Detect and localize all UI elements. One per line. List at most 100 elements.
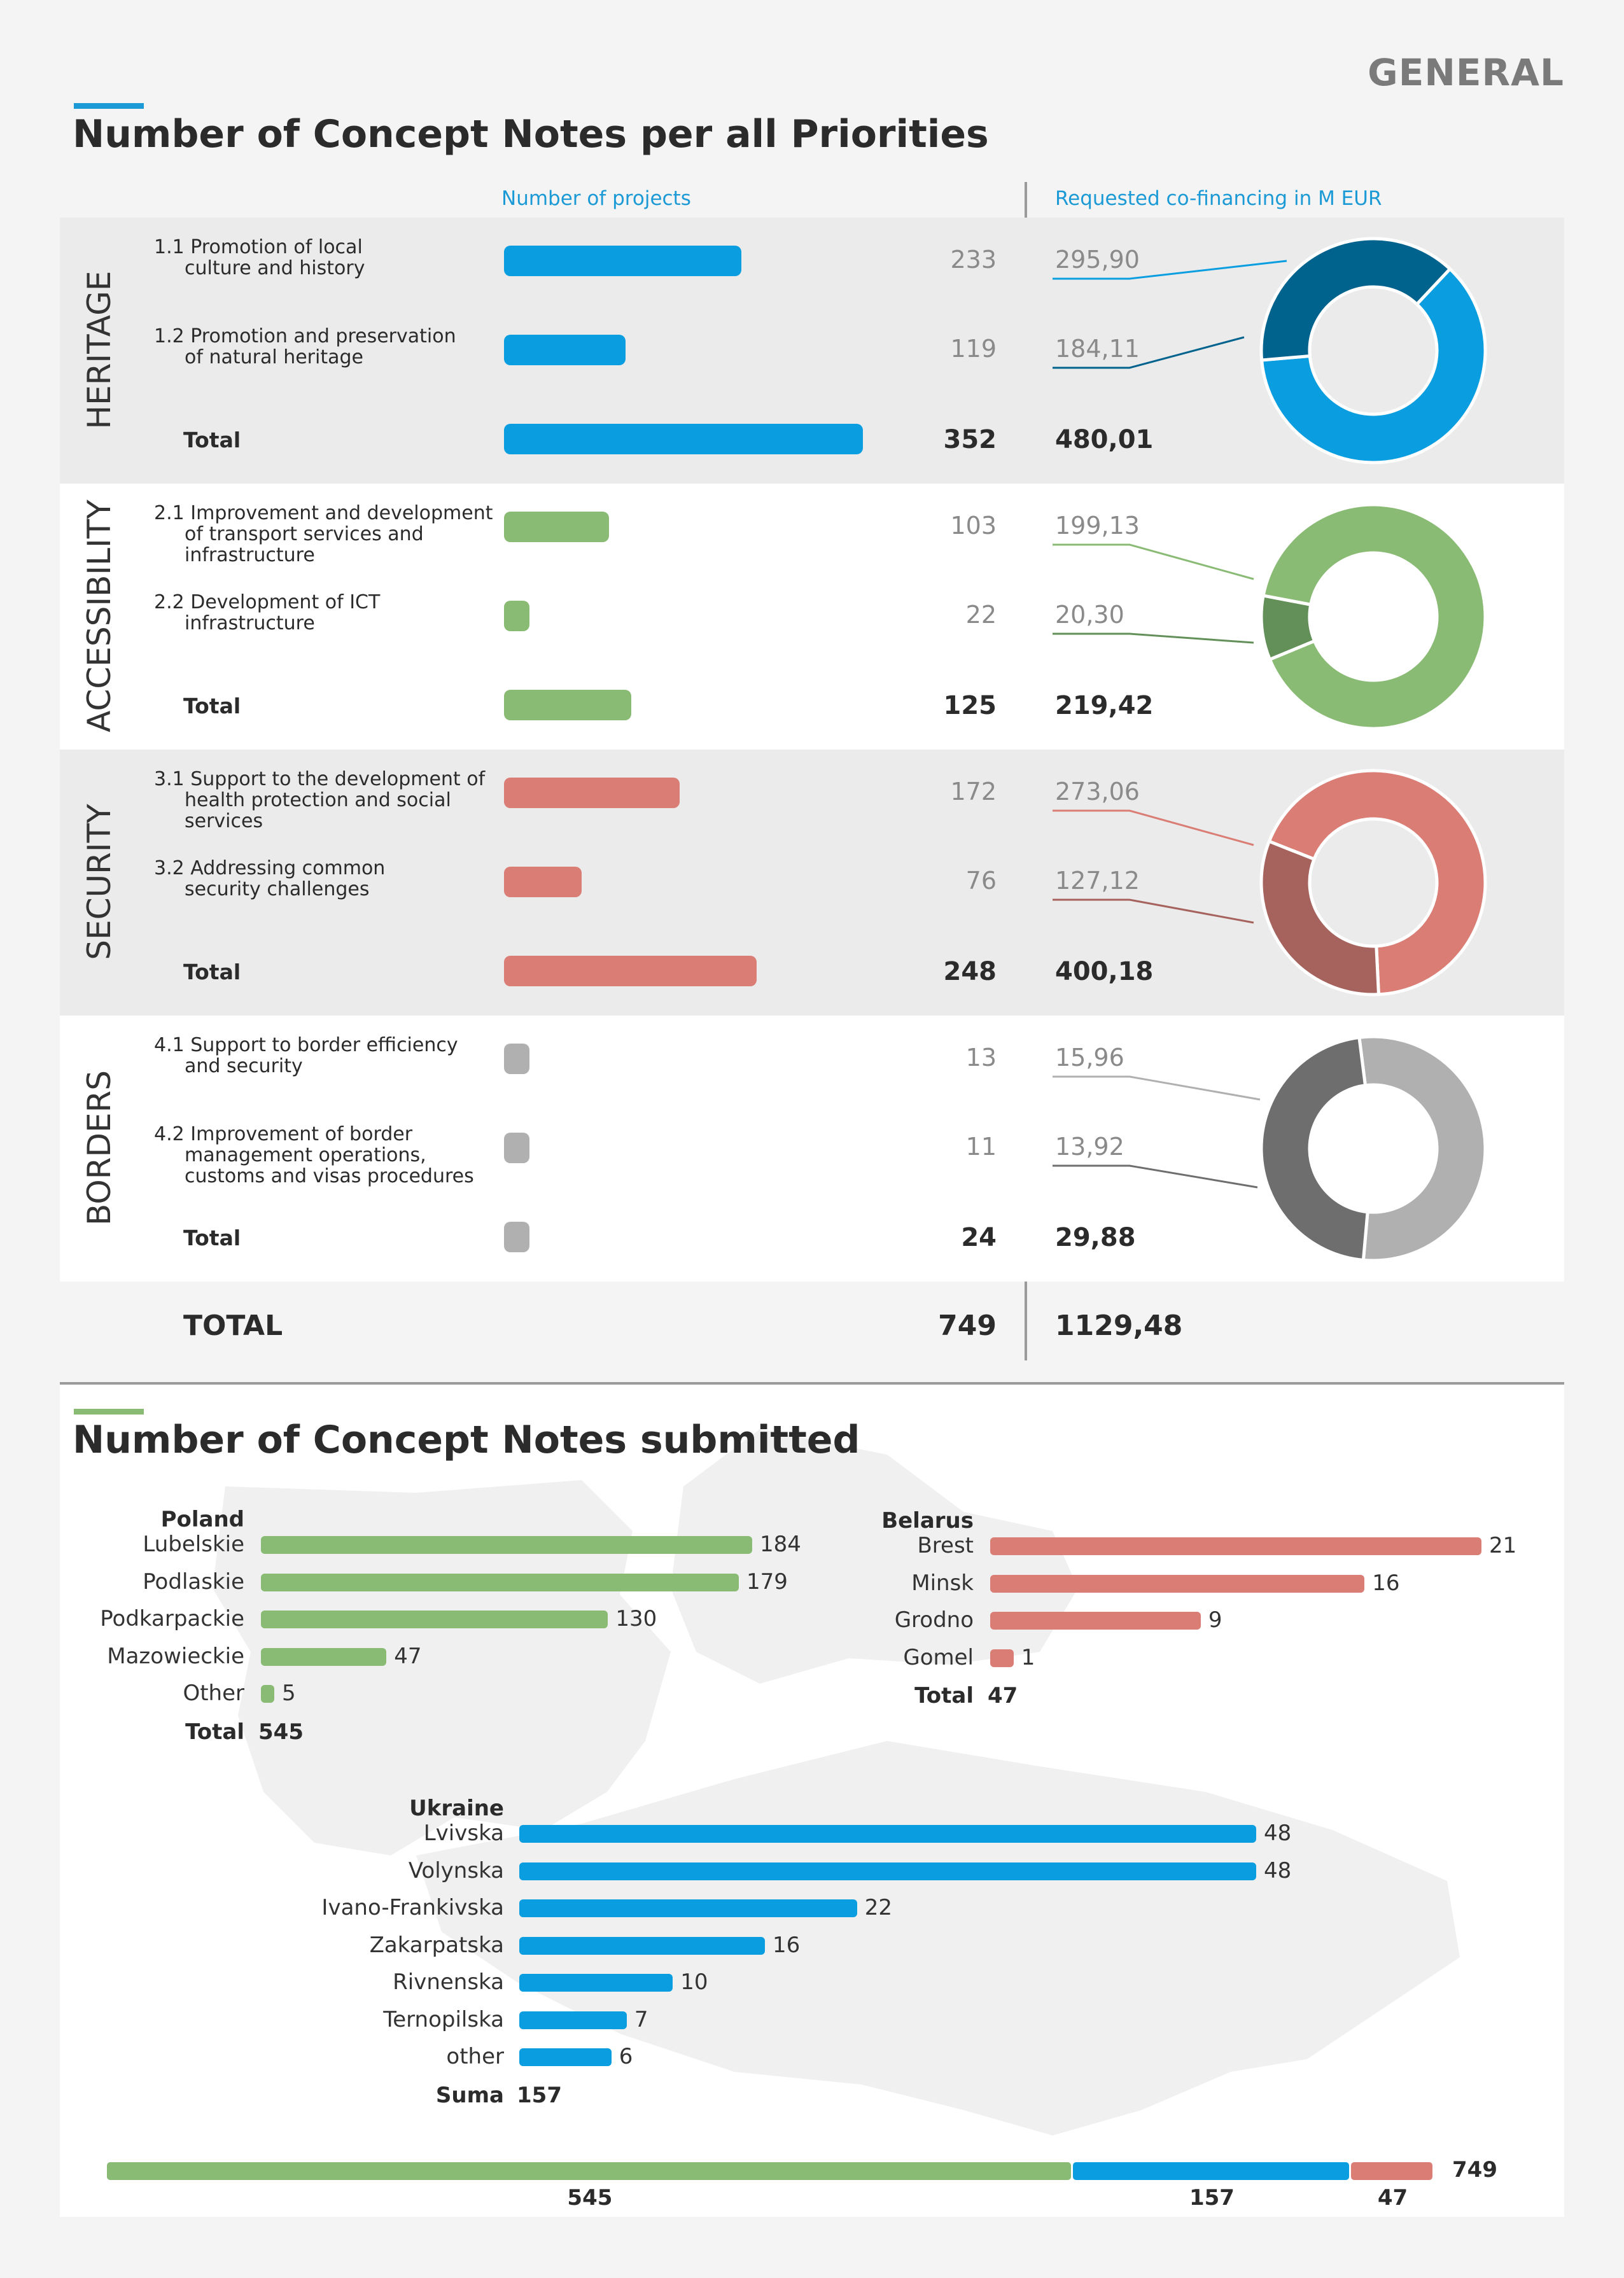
region-value: 47 (394, 1643, 422, 1669)
projects-count: 119 (950, 335, 997, 363)
region-value: 16 (1372, 1570, 1400, 1596)
projects-bar (504, 1044, 529, 1074)
stacked-segment (107, 2162, 1071, 2180)
region-label: Zakarpatska (369, 1932, 504, 1958)
region-value: 1 (1021, 1644, 1035, 1670)
measure-label-line: 4.2 Improvement of border (154, 1123, 413, 1145)
stacked-segment-label: 47 (1377, 2185, 1408, 2211)
country-total-label: Suma (435, 2082, 504, 2108)
cofinancing-donut (1053, 769, 1487, 996)
projects-count: 172 (950, 778, 997, 806)
region-label: Rivnenska (393, 1969, 504, 1995)
cofinancing-column-header: Requested co-financing in M EUR (1055, 187, 1382, 210)
stacked-segment (1351, 2162, 1432, 2180)
donut-slice (1267, 769, 1487, 996)
region-label: Ivano-Frankivska (321, 1895, 504, 1920)
projects-count: 22 (965, 601, 997, 629)
region-bar (519, 1936, 765, 1955)
priority-name: SECURITY (81, 804, 118, 960)
region-bar (261, 1685, 274, 1703)
submitted-title: Number of Concept Notes submitted (73, 1418, 860, 1462)
region-label: Volynska (408, 1857, 504, 1883)
projects-bar (504, 246, 742, 276)
region-value: 184 (760, 1532, 801, 1557)
country-total-value: 157 (517, 2082, 562, 2108)
measure-label-line: infrastructure (185, 544, 315, 566)
projects-bar (504, 1133, 529, 1163)
region-label: other (446, 2044, 504, 2069)
region-bar (519, 2048, 612, 2066)
region-value: 21 (1489, 1533, 1517, 1558)
title-accent-line (74, 103, 144, 109)
region-label: Lubelskie (143, 1532, 244, 1557)
projects-count: 13 (965, 1044, 997, 1072)
measure-label-line: 3.2 Addressing common (154, 857, 386, 879)
measure-label-line: security challenges (185, 878, 370, 900)
projects-total-count: 248 (943, 957, 997, 986)
section-tag: GENERAL (1368, 51, 1564, 94)
region-value: 10 (680, 1969, 708, 1995)
projects-total-bar (504, 956, 757, 986)
donut-slice (1261, 503, 1487, 730)
cofinancing-value: 20,30 (1055, 601, 1124, 629)
projects-bar (504, 512, 610, 542)
region-value: 6 (619, 2044, 633, 2069)
donut-slice (1259, 1035, 1369, 1262)
measure-label-line: 3.1 Support to the development of (154, 768, 486, 790)
stacked-segment-label: 545 (567, 2185, 613, 2211)
country-name: Belarus (881, 1508, 974, 1534)
cofinancing-value: 15,96 (1055, 1044, 1124, 1072)
region-label: Other (183, 1681, 244, 1706)
measure-label-line: culture and history (185, 257, 365, 279)
priority-name: HERITAGE (81, 270, 118, 430)
region-label: Lvivska (423, 1820, 504, 1846)
region-label: Grodno (894, 1607, 974, 1633)
leader-line (1053, 336, 1245, 369)
measure-label-line: 4.1 Support to border efficiency (154, 1034, 458, 1056)
priority-total-label: Total (183, 428, 241, 452)
region-label: Brest (917, 1533, 974, 1558)
projects-total-count: 24 (961, 1223, 997, 1252)
priorities-title: Number of Concept Notes per all Prioriti… (73, 112, 989, 157)
measure-label-line: 1.2 Promotion and preservation (154, 325, 456, 347)
cofinancing-value: 295,90 (1055, 246, 1140, 274)
region-value: 7 (634, 2006, 648, 2032)
measure-label: 1.2 Promotion and preservation of natural… (154, 326, 456, 368)
country-total-label: Total (914, 1683, 974, 1708)
measure-label-line: and security (185, 1055, 303, 1077)
measure-label-line: customs and visas procedures (185, 1165, 474, 1187)
projects-count: 11 (965, 1133, 997, 1161)
region-bar (990, 1574, 1365, 1593)
region-bar (990, 1612, 1201, 1630)
cofinancing-value: 127,12 (1055, 867, 1140, 895)
donut-slice (1259, 839, 1381, 996)
region-bar (519, 2011, 627, 2029)
measure-label: 3.1 Support to the development of health … (154, 769, 485, 832)
region-value: 48 (1264, 1820, 1292, 1846)
projects-bar (504, 778, 680, 808)
stacked-total-value: 749 (1452, 2157, 1497, 2183)
cofinancing-donut (1053, 237, 1487, 465)
region-value: 130 (615, 1606, 657, 1632)
region-label: Ternopilska (383, 2006, 504, 2032)
cofinancing-donut (1053, 503, 1487, 730)
projects-bar (504, 601, 529, 631)
measure-label-line: management operations, (185, 1144, 426, 1166)
stacked-segment (1072, 2162, 1350, 2180)
region-bar (261, 1536, 752, 1554)
leader-line (1053, 632, 1254, 644)
region-label: Minsk (911, 1570, 974, 1596)
leader-line (1053, 809, 1254, 846)
submitted-panel (60, 1385, 1564, 2217)
donut-slice (1259, 267, 1487, 465)
submitted-title-accent (74, 1409, 144, 1415)
map-background (213, 1429, 1460, 2135)
priority-total-label: Total (183, 694, 241, 718)
cofinancing-total-value: 480,01 (1055, 425, 1154, 454)
grand-total-projects: 749 (938, 1310, 997, 1342)
section-separator (60, 1382, 1564, 1385)
projects-total-bar (504, 1222, 529, 1252)
stacked-segment-label: 157 (1189, 2185, 1235, 2211)
country-name: Ukraine (409, 1796, 504, 1821)
leader-line (1053, 260, 1287, 280)
